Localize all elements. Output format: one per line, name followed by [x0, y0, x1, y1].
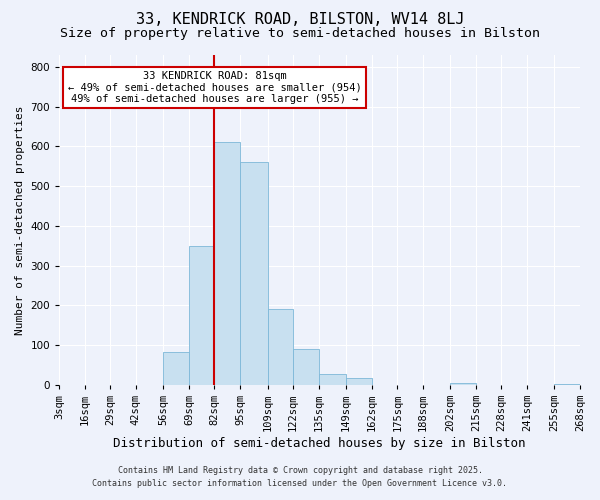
- Bar: [450, 383, 476, 385]
- Text: 33, KENDRICK ROAD, BILSTON, WV14 8LJ: 33, KENDRICK ROAD, BILSTON, WV14 8LJ: [136, 12, 464, 28]
- Bar: [319, 374, 346, 385]
- Text: Contains HM Land Registry data © Crown copyright and database right 2025.
Contai: Contains HM Land Registry data © Crown c…: [92, 466, 508, 487]
- Text: Size of property relative to semi-detached houses in Bilston: Size of property relative to semi-detach…: [60, 28, 540, 40]
- Text: 33 KENDRICK ROAD: 81sqm
← 49% of semi-detached houses are smaller (954)
49% of s: 33 KENDRICK ROAD: 81sqm ← 49% of semi-de…: [68, 71, 361, 104]
- Bar: [268, 310, 293, 385]
- Bar: [240, 162, 268, 385]
- Bar: [163, 352, 189, 385]
- Bar: [346, 378, 371, 385]
- Bar: [214, 142, 240, 385]
- X-axis label: Distribution of semi-detached houses by size in Bilston: Distribution of semi-detached houses by …: [113, 437, 526, 450]
- Y-axis label: Number of semi-detached properties: Number of semi-detached properties: [15, 105, 25, 334]
- Bar: [554, 384, 580, 385]
- Bar: [189, 246, 214, 385]
- Bar: [293, 349, 319, 385]
